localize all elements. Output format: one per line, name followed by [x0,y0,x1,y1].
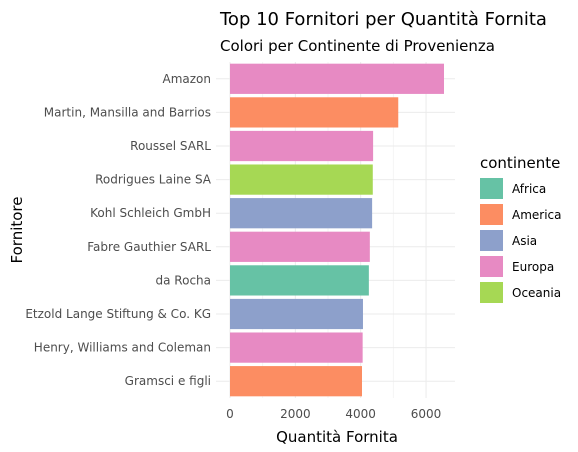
bar [230,298,363,330]
bar [230,130,374,162]
x-tick-labels: 0 2000 4000 6000 [226,407,441,421]
y-tick-label: Gramsci e figli [125,374,211,388]
y-tick-label: Roussel SARL [130,139,211,153]
y-tick-label: Amazon [163,72,212,86]
legend-label: America [512,208,562,222]
x-tick-label: 6000 [411,407,442,421]
x-tick-label: 0 [226,407,234,421]
y-tick-labels: Amazon Martin, Mansilla and Barrios Rousse… [25,72,211,388]
legend-swatch [480,282,503,303]
legend-label: Africa [512,182,546,196]
legend-swatch [480,178,503,199]
bar [230,164,373,195]
chart-subtitle: Colori per Continente di Provenienza [220,37,495,55]
bar [230,63,444,94]
legend: continente Africa America Asia Europa Oceani… [480,154,562,303]
y-tick-label: Henry, Williams and Coleman [34,341,211,355]
legend-label: Asia [512,234,537,248]
y-axis-title: Fornitore [8,197,26,264]
legend-swatch [480,230,503,251]
legend-title: continente [480,154,560,172]
bar [230,332,363,363]
y-tick-label: da Rocha [156,273,211,287]
chart-title: Top 10 Fornitori per Quantità Fornita [219,9,547,30]
bar [230,97,399,128]
x-tick-label: 4000 [345,407,376,421]
bars [230,63,444,397]
y-tick-label: Fabre Gauthier SARL [87,240,211,254]
legend-label: Europa [512,260,554,274]
bar [230,265,369,296]
y-tick-label: Etzold Lange Stiftung & Co. KG [25,307,211,321]
x-axis-title: Quantità Fornita [276,428,398,446]
y-tick-label: Kohl Schleich GmbH [90,206,211,220]
legend-swatch [480,256,503,277]
legend-label: Oceania [512,286,561,300]
y-tick-label: Rodrigues Laine SA [95,173,212,187]
bar [230,198,373,229]
y-tick-label: Martin, Mansilla and Barrios [44,105,211,119]
x-tick-label: 2000 [280,407,311,421]
legend-swatch [480,204,503,225]
bar [230,231,370,262]
bar [230,366,362,397]
